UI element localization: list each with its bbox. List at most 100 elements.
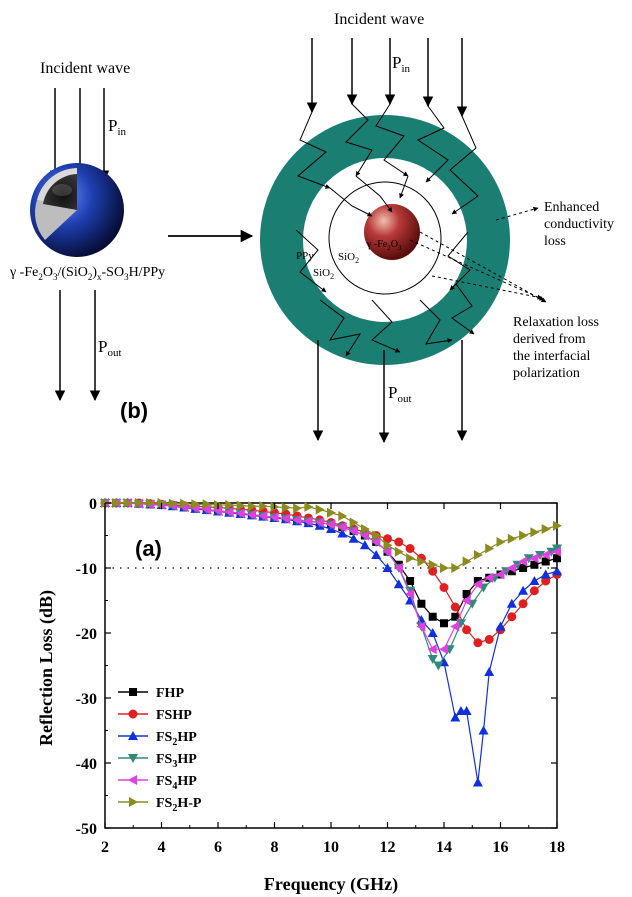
legend-marker bbox=[128, 731, 138, 740]
y-tick-label: -30 bbox=[76, 691, 97, 708]
data-point-FHP bbox=[417, 599, 426, 608]
data-point-FSHP bbox=[473, 638, 483, 648]
data-point-FS4HP bbox=[427, 644, 437, 655]
mechanism-diagram: Incident wave Pin γ -Fe2O3/(SiO2)x-SO3H/… bbox=[9, 11, 618, 444]
data-point-FS2HP bbox=[371, 550, 382, 559]
x-axis-label: Frequency (GHz) bbox=[264, 874, 398, 895]
left-incident-label: Incident wave bbox=[40, 60, 130, 77]
data-point-FHP bbox=[428, 612, 437, 621]
data-point-FS4HP bbox=[506, 563, 516, 573]
data-point-FHP bbox=[462, 590, 471, 598]
panel-label-b: (b) bbox=[120, 398, 148, 423]
data-point-FS4HP bbox=[314, 517, 324, 528]
data-point-FS2HP bbox=[552, 566, 562, 576]
data-point-FS4HP bbox=[246, 509, 256, 520]
data-point-FS2H-P bbox=[360, 524, 370, 534]
data-point-FS2HP bbox=[348, 533, 359, 543]
data-point-FS4HP bbox=[359, 530, 369, 541]
legend-label: FS2H-P bbox=[156, 796, 202, 814]
x-tick-label: 10 bbox=[323, 839, 339, 856]
data-point-FS2HP bbox=[540, 569, 551, 579]
data-point-FHP bbox=[473, 577, 482, 585]
sio2-inner-label: SiO2 bbox=[338, 251, 359, 265]
data-point-FS2H-P bbox=[180, 498, 190, 509]
legend-label: FS2HP bbox=[156, 730, 197, 748]
data-point-FSHP bbox=[383, 534, 392, 544]
legend-item-FS2HP: FS2HP bbox=[118, 730, 197, 748]
x-tick-label: 18 bbox=[549, 839, 565, 856]
y-tick-label: -40 bbox=[76, 756, 97, 773]
core-label: γ -Fe2O3 bbox=[366, 239, 402, 252]
right-incident-label: Incident wave bbox=[334, 11, 424, 28]
composite-sphere-icon bbox=[30, 163, 124, 257]
data-point-FS2H-P bbox=[383, 540, 393, 551]
data-point-FS4HP bbox=[326, 519, 335, 530]
data-point-FS4HP bbox=[235, 508, 245, 519]
data-point-FS2H-P bbox=[134, 498, 144, 508]
data-point-FS4HP bbox=[484, 572, 494, 583]
data-point-FS4HP bbox=[393, 563, 403, 573]
x-tick-label: 4 bbox=[158, 839, 166, 856]
legend: FHP FSHP FS2HP FS3HP FS4HP FS2H-P bbox=[118, 686, 202, 814]
scattering-paths bbox=[295, 103, 479, 357]
data-point-FS2H-P bbox=[259, 501, 269, 512]
right-pin-label: Pin bbox=[392, 53, 411, 75]
data-point-FS3HP bbox=[523, 554, 534, 564]
data-point-FS4HP bbox=[518, 556, 528, 567]
sio2-outer-label: SiO2 bbox=[313, 267, 334, 281]
data-point-FS4HP bbox=[224, 507, 234, 518]
data-point-FS4HP bbox=[405, 589, 415, 599]
legend-marker bbox=[128, 709, 138, 719]
data-point-FS4HP bbox=[529, 553, 539, 564]
legend-label: FS3HP bbox=[156, 752, 197, 770]
data-point-FS2H-P bbox=[507, 533, 517, 544]
left-particle-group: Incident wave Pin γ -Fe2O3/(SiO2)x-SO3H/… bbox=[9, 60, 165, 423]
left-pin-label: Pin bbox=[108, 116, 127, 138]
data-point-FS2H-P bbox=[496, 537, 506, 547]
data-point-FHP bbox=[406, 577, 415, 585]
data-point-FS2H-P bbox=[191, 499, 201, 510]
data-point-FS2H-P bbox=[541, 524, 551, 534]
legend-marker bbox=[128, 775, 137, 785]
y-tick-label: -10 bbox=[76, 561, 97, 578]
data-point-FS4HP bbox=[540, 550, 550, 560]
data-point-FS4HP bbox=[337, 522, 347, 533]
data-point-FS2HP bbox=[484, 667, 495, 676]
axis-ticks: 2 4 6 8 10 12 14 16 18 0 -10 -20 -30 -40 -50 bbox=[76, 496, 565, 856]
data-point-FHP bbox=[507, 567, 516, 576]
data-point-FS2H-P bbox=[394, 546, 404, 557]
data-point-FS2H-P bbox=[372, 530, 382, 541]
right-pout-label: Pout bbox=[388, 383, 412, 405]
data-point-FS2HP bbox=[393, 579, 404, 589]
data-point-FS2HP bbox=[427, 628, 438, 637]
annotation-conductivity: Enhanced conductivity loss bbox=[544, 200, 618, 249]
legend-label: FHP bbox=[156, 686, 184, 701]
x-tick-label: 6 bbox=[214, 839, 222, 856]
data-point-FS2H-P bbox=[225, 499, 235, 510]
x-tick-label: 16 bbox=[493, 839, 509, 856]
legend-label: FSHP bbox=[156, 708, 192, 723]
data-point-FS2H-P bbox=[281, 502, 291, 513]
data-point-FSHP bbox=[394, 537, 404, 547]
data-point-FSHP bbox=[541, 576, 551, 586]
data-point-FS2HP bbox=[359, 540, 370, 550]
x-tick-label: 8 bbox=[271, 839, 279, 856]
data-point-FHP bbox=[553, 554, 561, 563]
data-point-FS4HP bbox=[371, 537, 381, 547]
data-point-FS2H-P bbox=[123, 498, 133, 508]
data-point-FS4HP bbox=[348, 525, 358, 536]
annotation-relaxation: Relaxation loss derived from the interfa… bbox=[513, 315, 602, 381]
data-point-FS2H-P bbox=[519, 530, 529, 541]
data-point-FS2H-P bbox=[462, 556, 472, 567]
data-point-FS2H-P bbox=[406, 553, 416, 564]
data-point-FS4HP bbox=[461, 595, 471, 606]
right-shell-group: Incident wave Pin PPy SiO2 SiO2 γ -Fe2O3 bbox=[260, 11, 618, 444]
data-point-FS3HP bbox=[433, 661, 444, 671]
data-point-FHP bbox=[440, 619, 448, 628]
legend-label: FS4HP bbox=[156, 774, 197, 792]
x-tick-label: 14 bbox=[436, 839, 452, 856]
left-pout-label: Pout bbox=[98, 337, 122, 359]
legend-marker bbox=[129, 797, 138, 807]
y-tick-label: -20 bbox=[76, 626, 97, 643]
y-tick-label: 0 bbox=[89, 496, 97, 513]
